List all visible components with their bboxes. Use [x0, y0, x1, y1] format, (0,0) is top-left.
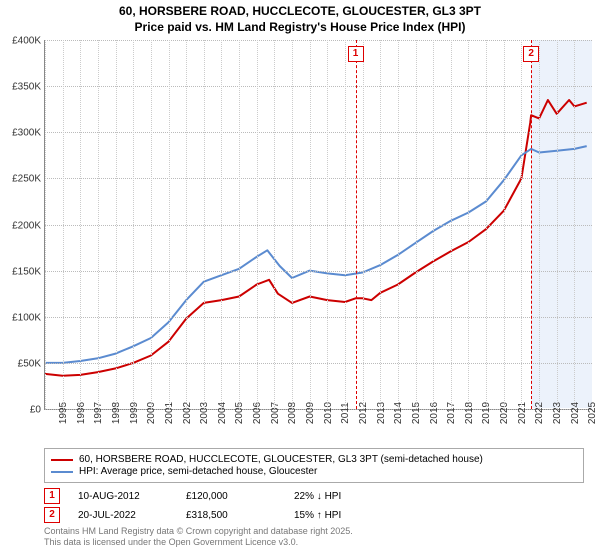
gridline-v: 2017 [433, 40, 434, 409]
gridline-v: 1999 [116, 40, 117, 409]
gridline-v: 2006 [239, 40, 240, 409]
y-axis-label: £250K [12, 174, 41, 185]
gridline-v: 2021 [504, 40, 505, 409]
gridline-h: £300K [45, 132, 592, 133]
footer-note-line-2: This data is licensed under the Open Gov… [44, 537, 298, 547]
gridline-v: 1997 [80, 40, 81, 409]
series-line [45, 100, 587, 376]
legend-row-2: HPI: Average price, semi-detached house,… [51, 466, 577, 477]
gridline-v: 2008 [274, 40, 275, 409]
gridline-v: 2023 [539, 40, 540, 409]
legend-label-2: HPI: Average price, semi-detached house,… [79, 466, 317, 477]
gridline-v: 2004 [204, 40, 205, 409]
gridline-v: 2009 [292, 40, 293, 409]
gridline-h: £150K [45, 271, 592, 272]
gridline-v: 2012 [345, 40, 346, 409]
legend-label-1: 60, HORSBERE ROAD, HUCCLECOTE, GLOUCESTE… [79, 454, 483, 465]
gridline-v: 2015 [398, 40, 399, 409]
marker-box-1: 1 [348, 46, 364, 62]
footer-note: Contains HM Land Registry data © Crown c… [44, 526, 584, 548]
title-line-1: 60, HORSBERE ROAD, HUCCLECOTE, GLOUCESTE… [119, 4, 481, 18]
footer-date-2: 20-JUL-2022 [78, 510, 168, 521]
gridline-v: 2019 [468, 40, 469, 409]
legend: 60, HORSBERE ROAD, HUCCLECOTE, GLOUCESTE… [44, 448, 584, 483]
x-axis-label: 2025 [575, 402, 598, 424]
gridline-v: 2014 [380, 40, 381, 409]
marker-box-2: 2 [523, 46, 539, 62]
gridline-v: 1995 [45, 40, 46, 409]
footer-delta-1: 22% ↓ HPI [294, 491, 384, 502]
gridline-h: £250K [45, 178, 592, 179]
footer-row-2: 2 20-JUL-2022 £318,500 15% ↑ HPI [44, 507, 584, 523]
gridline-h: £350K [45, 86, 592, 87]
gridline-h: £50K [45, 363, 592, 364]
gridline-v: 2018 [451, 40, 452, 409]
footer: 1 10-AUG-2012 £120,000 22% ↓ HPI 2 20-JU… [44, 488, 584, 548]
gridline-v: 2025 [574, 40, 575, 409]
title-line-2: Price paid vs. HM Land Registry's House … [135, 20, 466, 34]
gridline-v: 2013 [363, 40, 364, 409]
marker-line-1 [356, 40, 357, 409]
gridline-v: 1996 [63, 40, 64, 409]
y-axis-label: £200K [12, 220, 41, 231]
gridline-v: 2002 [169, 40, 170, 409]
gridline-v: 2020 [486, 40, 487, 409]
plot-area: £0£50K£100K£150K£200K£250K£300K£350K£400… [44, 40, 592, 410]
chart-container: 60, HORSBERE ROAD, HUCCLECOTE, GLOUCESTE… [0, 0, 600, 560]
gridline-v: 2000 [133, 40, 134, 409]
legend-swatch-2 [51, 471, 73, 473]
gridline-h: £200K [45, 225, 592, 226]
y-axis-label: £300K [12, 128, 41, 139]
gridline-v: 1998 [98, 40, 99, 409]
footer-marker-1: 1 [44, 488, 60, 504]
footer-marker-2: 2 [44, 507, 60, 523]
gridline-v: 2010 [310, 40, 311, 409]
gridline-v: 2005 [221, 40, 222, 409]
footer-price-2: £318,500 [186, 510, 276, 521]
gridline-v: 2003 [186, 40, 187, 409]
chart-title: 60, HORSBERE ROAD, HUCCLECOTE, GLOUCESTE… [0, 0, 600, 35]
gridline-v: 2022 [521, 40, 522, 409]
gridline-v: 2016 [416, 40, 417, 409]
y-axis-label: £50K [18, 358, 41, 369]
gridline-h: £100K [45, 317, 592, 318]
y-axis-label: £400K [12, 36, 41, 47]
y-axis-label: £150K [12, 266, 41, 277]
legend-row-1: 60, HORSBERE ROAD, HUCCLECOTE, GLOUCESTE… [51, 454, 577, 465]
y-axis-label: £0 [30, 405, 41, 416]
legend-swatch-1 [51, 459, 73, 461]
footer-note-line-1: Contains HM Land Registry data © Crown c… [44, 526, 353, 536]
gridline-v: 2007 [257, 40, 258, 409]
footer-price-1: £120,000 [186, 491, 276, 502]
gridline-v: 2024 [557, 40, 558, 409]
footer-date-1: 10-AUG-2012 [78, 491, 168, 502]
marker-line-2 [531, 40, 532, 409]
y-axis-label: £100K [12, 312, 41, 323]
footer-delta-2: 15% ↑ HPI [294, 510, 384, 521]
y-axis-label: £350K [12, 82, 41, 93]
gridline-h: £400K [45, 40, 592, 41]
footer-row-1: 1 10-AUG-2012 £120,000 22% ↓ HPI [44, 488, 584, 504]
gridline-v: 2011 [327, 40, 328, 409]
gridline-v: 2001 [151, 40, 152, 409]
